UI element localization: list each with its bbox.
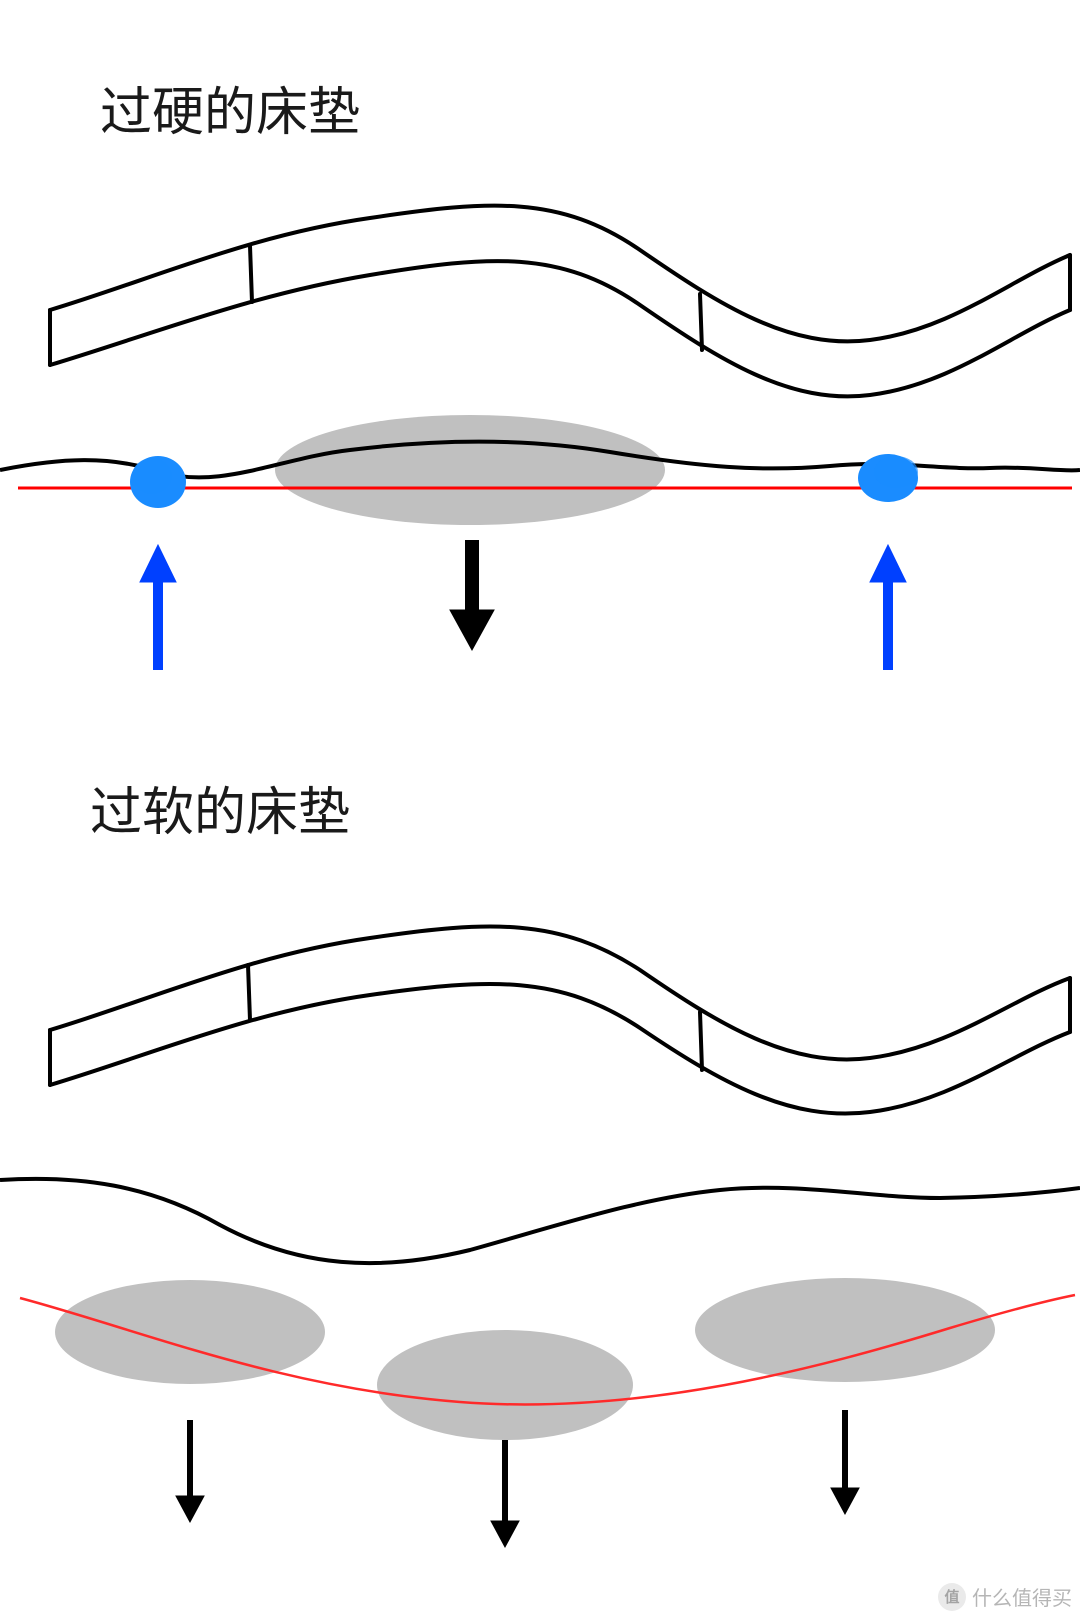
hard-spine-seg-1 bbox=[250, 246, 252, 302]
soft-spine bbox=[50, 926, 1070, 1113]
soft-arrow-down-2 bbox=[491, 1440, 519, 1547]
contact-point-left-blob bbox=[132, 458, 172, 494]
hard-gap-ellipse bbox=[275, 415, 665, 525]
soft-arrow-down-1 bbox=[176, 1420, 204, 1522]
diagram-stage bbox=[0, 0, 1080, 1617]
hard-spine-seg-2 bbox=[700, 294, 702, 350]
watermark: 值 什么值得买 bbox=[938, 1582, 1072, 1611]
hard-spine bbox=[50, 206, 1070, 397]
soft-ellipse-3 bbox=[695, 1278, 995, 1382]
contact-point-right-blob bbox=[874, 456, 918, 488]
hard-spine-top bbox=[50, 206, 1070, 342]
soft-body-contour bbox=[0, 1179, 1080, 1263]
watermark-label: 什么值得买 bbox=[972, 1582, 1072, 1611]
soft-spine-seg-1 bbox=[248, 965, 250, 1020]
panel-hard bbox=[0, 206, 1080, 670]
soft-spine-seg-2 bbox=[700, 1012, 702, 1070]
hard-arrow-up-left bbox=[140, 545, 176, 670]
soft-ellipse-2 bbox=[377, 1330, 633, 1440]
hard-arrow-down-center bbox=[450, 540, 494, 650]
soft-arrow-down-3 bbox=[831, 1410, 859, 1514]
soft-pressure-ellipses bbox=[55, 1278, 995, 1440]
watermark-badge-icon: 值 bbox=[938, 1583, 966, 1611]
panel-soft bbox=[0, 926, 1080, 1547]
soft-ellipse-1 bbox=[55, 1280, 325, 1384]
hard-arrow-up-right bbox=[870, 545, 906, 670]
